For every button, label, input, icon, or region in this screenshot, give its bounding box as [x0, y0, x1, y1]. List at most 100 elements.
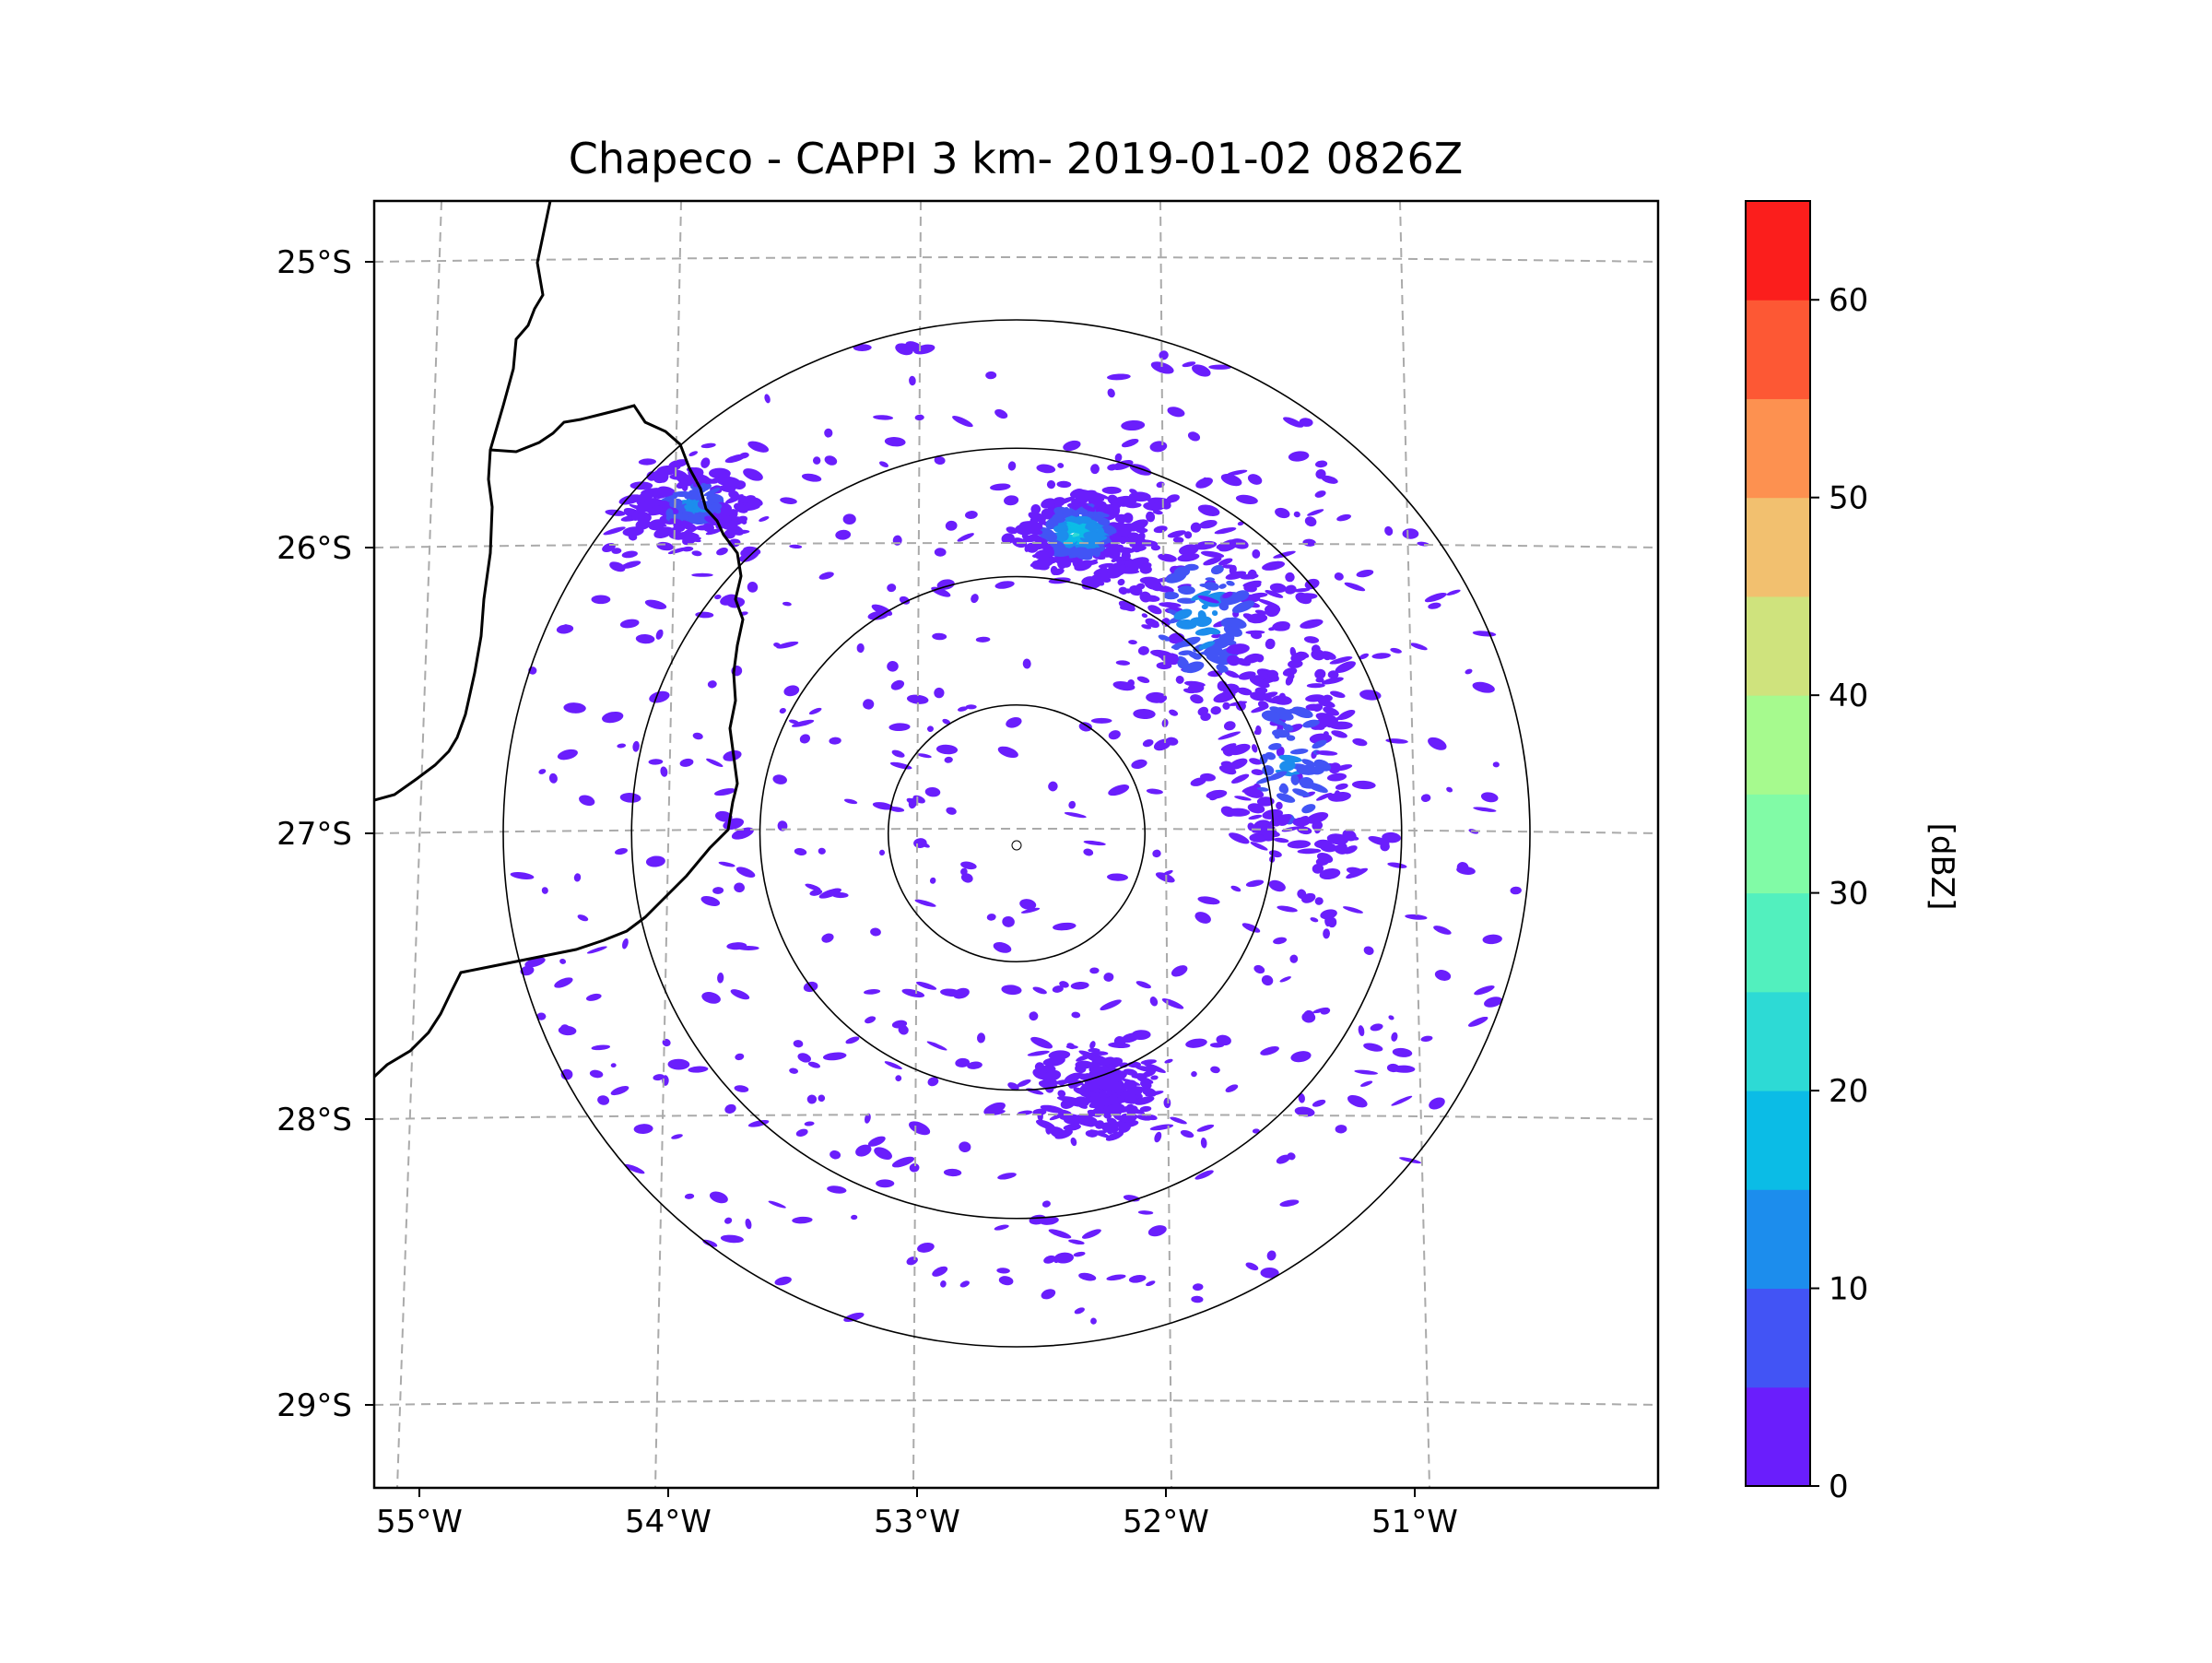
echo-pixel	[1183, 680, 1206, 688]
echo-pixel	[1054, 496, 1076, 506]
echo-pixel	[635, 633, 655, 644]
echo-pixel	[659, 500, 670, 510]
echo-pixel	[1231, 600, 1255, 613]
echo-pixel	[1276, 793, 1296, 803]
colorbar-tick-label: 40	[1829, 678, 1868, 714]
echo-pixel	[1090, 464, 1100, 475]
echo-pixel	[1066, 1043, 1076, 1050]
echo-pixel	[1090, 717, 1112, 724]
echo-pixel	[1323, 731, 1329, 737]
echo-pixel	[684, 1193, 695, 1199]
border-paraguay-argentina	[374, 201, 552, 802]
echo-pixel	[1076, 1055, 1088, 1062]
echo-pixel	[1192, 1283, 1204, 1291]
echo-pixel	[731, 666, 743, 677]
echo-pixel	[1167, 407, 1185, 418]
echo-pixel	[1335, 1125, 1347, 1134]
echo-pixel	[1128, 1274, 1147, 1283]
echo-pixel	[1178, 585, 1195, 596]
y-axis: 25°S 26°S 27°S 28°S 29°S	[276, 244, 374, 1424]
y-tick-label: 27°S	[276, 816, 352, 853]
echo-pixel	[1079, 559, 1098, 569]
colorbar-tick-label: 30	[1829, 876, 1868, 913]
radar-echoes	[510, 341, 1522, 1325]
echo-pixel	[960, 861, 977, 870]
echo-pixel	[1218, 558, 1233, 566]
parallel-line	[374, 256, 1658, 263]
echo-pixel	[1154, 1131, 1162, 1143]
echo-pixel	[1420, 1035, 1433, 1043]
echo-pixel	[997, 746, 1018, 759]
echo-pixel	[1102, 544, 1124, 555]
echo-pixel	[1041, 1200, 1051, 1208]
echo-pixel	[1071, 1011, 1081, 1019]
echo-pixel	[887, 584, 897, 593]
echo-pixel	[1252, 1128, 1260, 1134]
echo-pixel	[1001, 985, 1022, 996]
echo-pixel	[793, 1040, 804, 1048]
echo-pixel	[648, 759, 664, 765]
echo-pixel	[1169, 709, 1179, 716]
echo-pixel	[865, 1113, 871, 1124]
echo-pixel	[681, 546, 694, 552]
echo-pixel	[732, 529, 750, 535]
echo-pixel	[1224, 669, 1240, 678]
meridian-line	[396, 201, 442, 1488]
echo-pixel	[1222, 747, 1234, 757]
echo-pixel	[827, 1185, 847, 1194]
colorbar-bin	[1746, 398, 1810, 499]
echo-pixel	[901, 988, 925, 998]
echo-pixel	[702, 1239, 718, 1247]
echo-pixel	[1185, 1038, 1207, 1048]
echo-pixel	[1216, 664, 1229, 673]
echo-pixel	[917, 753, 932, 759]
echo-pixel	[1245, 879, 1265, 888]
echo-pixel	[1420, 794, 1431, 803]
echo-pixel	[821, 933, 834, 943]
echo-pixel	[996, 1268, 1010, 1274]
echo-pixel	[1056, 480, 1072, 489]
echo-pixel	[906, 1256, 918, 1266]
echo-pixel	[662, 490, 675, 497]
echo-pixel	[1392, 1065, 1416, 1073]
echo-pixel	[1194, 1170, 1214, 1180]
echo-pixel	[1150, 1075, 1159, 1080]
echo-pixel	[1248, 814, 1263, 820]
echo-pixel	[945, 520, 958, 531]
echo-pixel	[1356, 569, 1374, 578]
echo-pixel	[1052, 512, 1065, 523]
echo-pixel	[1019, 521, 1043, 532]
echo-pixel	[619, 619, 640, 629]
echo-pixel	[997, 1173, 1017, 1180]
echo-pixel	[1289, 954, 1299, 963]
echo-pixel	[1075, 491, 1089, 503]
echo-pixel	[1092, 501, 1115, 510]
echo-pixel	[1279, 1199, 1300, 1208]
echo-pixel	[797, 1053, 811, 1063]
echo-pixel	[1218, 539, 1239, 552]
echo-pixel	[895, 1075, 902, 1082]
echo-pixel	[1262, 833, 1275, 842]
colorbar-bin	[1746, 596, 1810, 696]
echo-pixel	[1197, 504, 1220, 516]
echo-pixel	[818, 888, 841, 899]
colorbar-tick-label: 20	[1829, 1073, 1868, 1110]
echo-pixel	[1165, 737, 1179, 746]
echo-pixel	[1251, 705, 1269, 714]
echo-pixel	[1302, 719, 1320, 728]
echo-pixel	[731, 827, 754, 840]
echo-pixel	[1335, 764, 1353, 772]
echo-pixel	[1243, 787, 1265, 798]
echo-pixel	[1456, 862, 1469, 873]
echo-pixel	[1255, 725, 1262, 736]
echo-pixel	[1135, 527, 1148, 534]
echo-pixel	[884, 1061, 902, 1070]
echo-pixel	[1153, 620, 1159, 627]
echo-pixel	[1399, 1157, 1421, 1164]
echo-pixel	[1199, 584, 1211, 588]
echo-pixel	[1083, 1111, 1103, 1118]
echo-pixel	[1089, 967, 1100, 974]
echo-pixel	[1262, 560, 1286, 571]
echo-pixel	[1179, 544, 1199, 556]
